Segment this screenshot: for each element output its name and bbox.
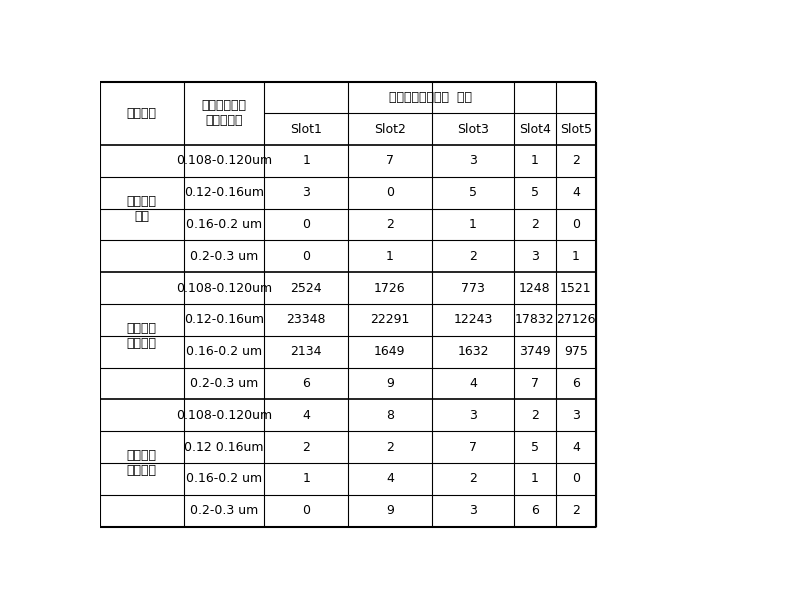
Text: 4: 4 <box>572 441 580 453</box>
Text: 27126: 27126 <box>556 314 595 326</box>
Text: 975: 975 <box>564 345 588 358</box>
Text: 4: 4 <box>469 377 477 390</box>
Text: 2: 2 <box>531 218 539 231</box>
Text: 3: 3 <box>302 186 310 199</box>
Text: 6: 6 <box>531 504 539 517</box>
Text: 3: 3 <box>469 409 477 422</box>
Text: 颗粒数量（单位：  个）: 颗粒数量（单位： 个） <box>389 91 472 104</box>
Text: 1726: 1726 <box>374 282 406 294</box>
Text: 2: 2 <box>531 409 539 422</box>
Text: 773: 773 <box>461 282 485 294</box>
Text: 0: 0 <box>302 250 310 263</box>
Text: 5: 5 <box>531 186 539 199</box>
Text: 2: 2 <box>469 473 477 485</box>
Text: 2: 2 <box>386 218 394 231</box>
Text: 0: 0 <box>386 186 394 199</box>
Text: 1632: 1632 <box>457 345 489 358</box>
Text: 2: 2 <box>469 250 477 263</box>
Text: 2: 2 <box>572 155 580 167</box>
Text: 3: 3 <box>469 504 477 517</box>
Text: 4: 4 <box>572 186 580 199</box>
Text: 17832: 17832 <box>515 314 554 326</box>
Text: 7: 7 <box>386 155 394 167</box>
Text: 7: 7 <box>469 441 477 453</box>
Text: 7: 7 <box>531 377 539 390</box>
Text: 0.2-0.3 um: 0.2-0.3 um <box>190 250 258 263</box>
Text: 5: 5 <box>531 441 539 453</box>
Text: Slot3: Slot3 <box>457 123 489 135</box>
Text: 2: 2 <box>386 441 394 453</box>
Text: Slot1: Slot1 <box>290 123 322 135</box>
Text: 0.2-0.3 um: 0.2-0.3 um <box>190 377 258 390</box>
Text: 1248: 1248 <box>519 282 550 294</box>
Text: 1: 1 <box>386 250 394 263</box>
Text: 6: 6 <box>302 377 310 390</box>
Text: 0.108-0.120um: 0.108-0.120um <box>176 409 272 422</box>
Text: 23348: 23348 <box>286 314 326 326</box>
Text: 1: 1 <box>469 218 477 231</box>
Text: 0.16-0.2 um: 0.16-0.2 um <box>186 473 262 485</box>
Text: 0.108-0.120um: 0.108-0.120um <box>176 282 272 294</box>
Text: 0: 0 <box>572 473 580 485</box>
Text: Slot4: Slot4 <box>519 123 551 135</box>
Text: 1: 1 <box>302 155 310 167</box>
Text: 5: 5 <box>469 186 477 199</box>
Text: 3: 3 <box>572 409 580 422</box>
Text: 3: 3 <box>469 155 477 167</box>
Text: 2134: 2134 <box>290 345 322 358</box>
Text: 1: 1 <box>572 250 580 263</box>
Text: 1: 1 <box>302 473 310 485</box>
Text: 4: 4 <box>302 409 310 422</box>
Text: 6: 6 <box>572 377 580 390</box>
Text: 1649: 1649 <box>374 345 406 358</box>
Text: 3749: 3749 <box>519 345 550 358</box>
Text: 0.12-0.16um: 0.12-0.16um <box>184 314 264 326</box>
Text: 0.16-0.2 um: 0.16-0.2 um <box>186 218 262 231</box>
Text: 生长水雾
的抛光片: 生长水雾 的抛光片 <box>127 322 157 350</box>
Text: 洁净的抛
光片: 洁净的抛 光片 <box>127 194 157 223</box>
Text: 1: 1 <box>531 473 539 485</box>
Text: 颗粒范围（单
位：微米）: 颗粒范围（单 位：微米） <box>202 99 246 127</box>
Text: 2: 2 <box>302 441 310 453</box>
Text: 2524: 2524 <box>290 282 322 294</box>
Text: 2: 2 <box>572 504 580 517</box>
Text: Slot5: Slot5 <box>560 123 592 135</box>
Text: 9: 9 <box>386 377 394 390</box>
Text: 0.16-0.2 um: 0.16-0.2 um <box>186 345 262 358</box>
Text: 1521: 1521 <box>560 282 592 294</box>
Text: 8: 8 <box>386 409 394 422</box>
Text: 0.12-0.16um: 0.12-0.16um <box>184 186 264 199</box>
Text: Slot2: Slot2 <box>374 123 406 135</box>
Text: 1: 1 <box>531 155 539 167</box>
Text: 9: 9 <box>386 504 394 517</box>
Text: 0.2-0.3 um: 0.2-0.3 um <box>190 504 258 517</box>
Text: 22291: 22291 <box>370 314 410 326</box>
Text: 0.12 0.16um: 0.12 0.16um <box>184 441 264 453</box>
Text: 3: 3 <box>531 250 539 263</box>
Text: 12243: 12243 <box>454 314 493 326</box>
Text: 0: 0 <box>302 218 310 231</box>
Text: 0: 0 <box>302 504 310 517</box>
Text: 样品特征: 样品特征 <box>127 107 157 120</box>
Text: 4: 4 <box>386 473 394 485</box>
Text: 0: 0 <box>572 218 580 231</box>
Text: 退火处理
后抛光片: 退火处理 后抛光片 <box>127 449 157 477</box>
Text: 0.108-0.120um: 0.108-0.120um <box>176 155 272 167</box>
